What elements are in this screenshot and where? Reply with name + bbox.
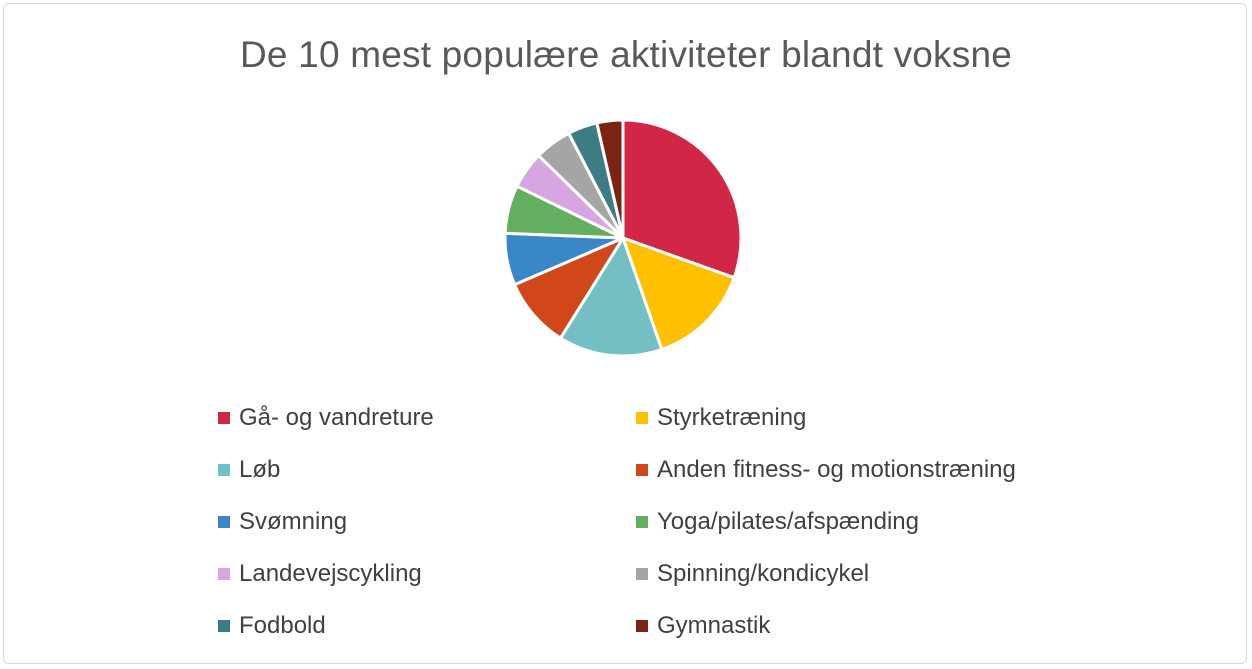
- legend-swatch: [636, 568, 648, 580]
- legend-swatch: [636, 620, 648, 632]
- legend-swatch: [636, 412, 648, 424]
- legend-label: Fodbold: [239, 612, 326, 639]
- pie-slice-2: [621, 236, 736, 351]
- legend-swatch: [218, 412, 230, 424]
- legend-item: Landevejscykling: [218, 554, 636, 594]
- legend-item: Styrketræning: [636, 398, 1096, 438]
- legend-label: Landevejscykling: [239, 560, 422, 587]
- pie-slice-10: [595, 118, 625, 240]
- legend-swatch: [218, 464, 230, 476]
- legend-item: Anden fitness- og motionstræning: [636, 450, 1096, 490]
- legend-swatch: [218, 620, 230, 632]
- legend-label: Yoga/pilates/afspænding: [657, 508, 919, 535]
- legend-item: Fodbold: [218, 606, 636, 646]
- legend-label: Gå- og vandreture: [239, 404, 434, 431]
- legend-label: Spinning/kondicykel: [657, 560, 870, 587]
- chart-title: De 10 mest populære aktiviteter blandt v…: [239, 34, 1013, 75]
- pie-slice-1: [621, 118, 743, 280]
- legend-swatch: [636, 516, 648, 528]
- legend-label: Styrketræning: [657, 404, 807, 431]
- legend-item: Svømning: [218, 502, 636, 542]
- legend-item: Løb: [218, 450, 636, 490]
- pie-slice-3: [559, 236, 664, 358]
- legend-label: Anden fitness- og motionstræning: [657, 456, 1016, 483]
- chart-frame: De 10 mest populære aktiviteter blandt v…: [3, 3, 1247, 664]
- legend-item: Spinning/kondicykel: [636, 554, 1096, 594]
- legend-label: Svømning: [239, 508, 348, 535]
- legend-swatch: [218, 516, 230, 528]
- legend-swatch: [636, 464, 648, 476]
- legend-label: Gymnastik: [657, 612, 771, 639]
- legend-item: Gå- og vandreture: [218, 398, 636, 438]
- legend-item: Gymnastik: [636, 606, 1096, 646]
- legend-item: Yoga/pilates/afspænding: [636, 502, 1096, 542]
- chart-legend: Gå- og vandreture Styrketræning Løb Anden f…: [218, 398, 1118, 658]
- pie-chart: [503, 118, 743, 358]
- legend-swatch: [218, 568, 230, 580]
- legend-label: Løb: [239, 456, 281, 483]
